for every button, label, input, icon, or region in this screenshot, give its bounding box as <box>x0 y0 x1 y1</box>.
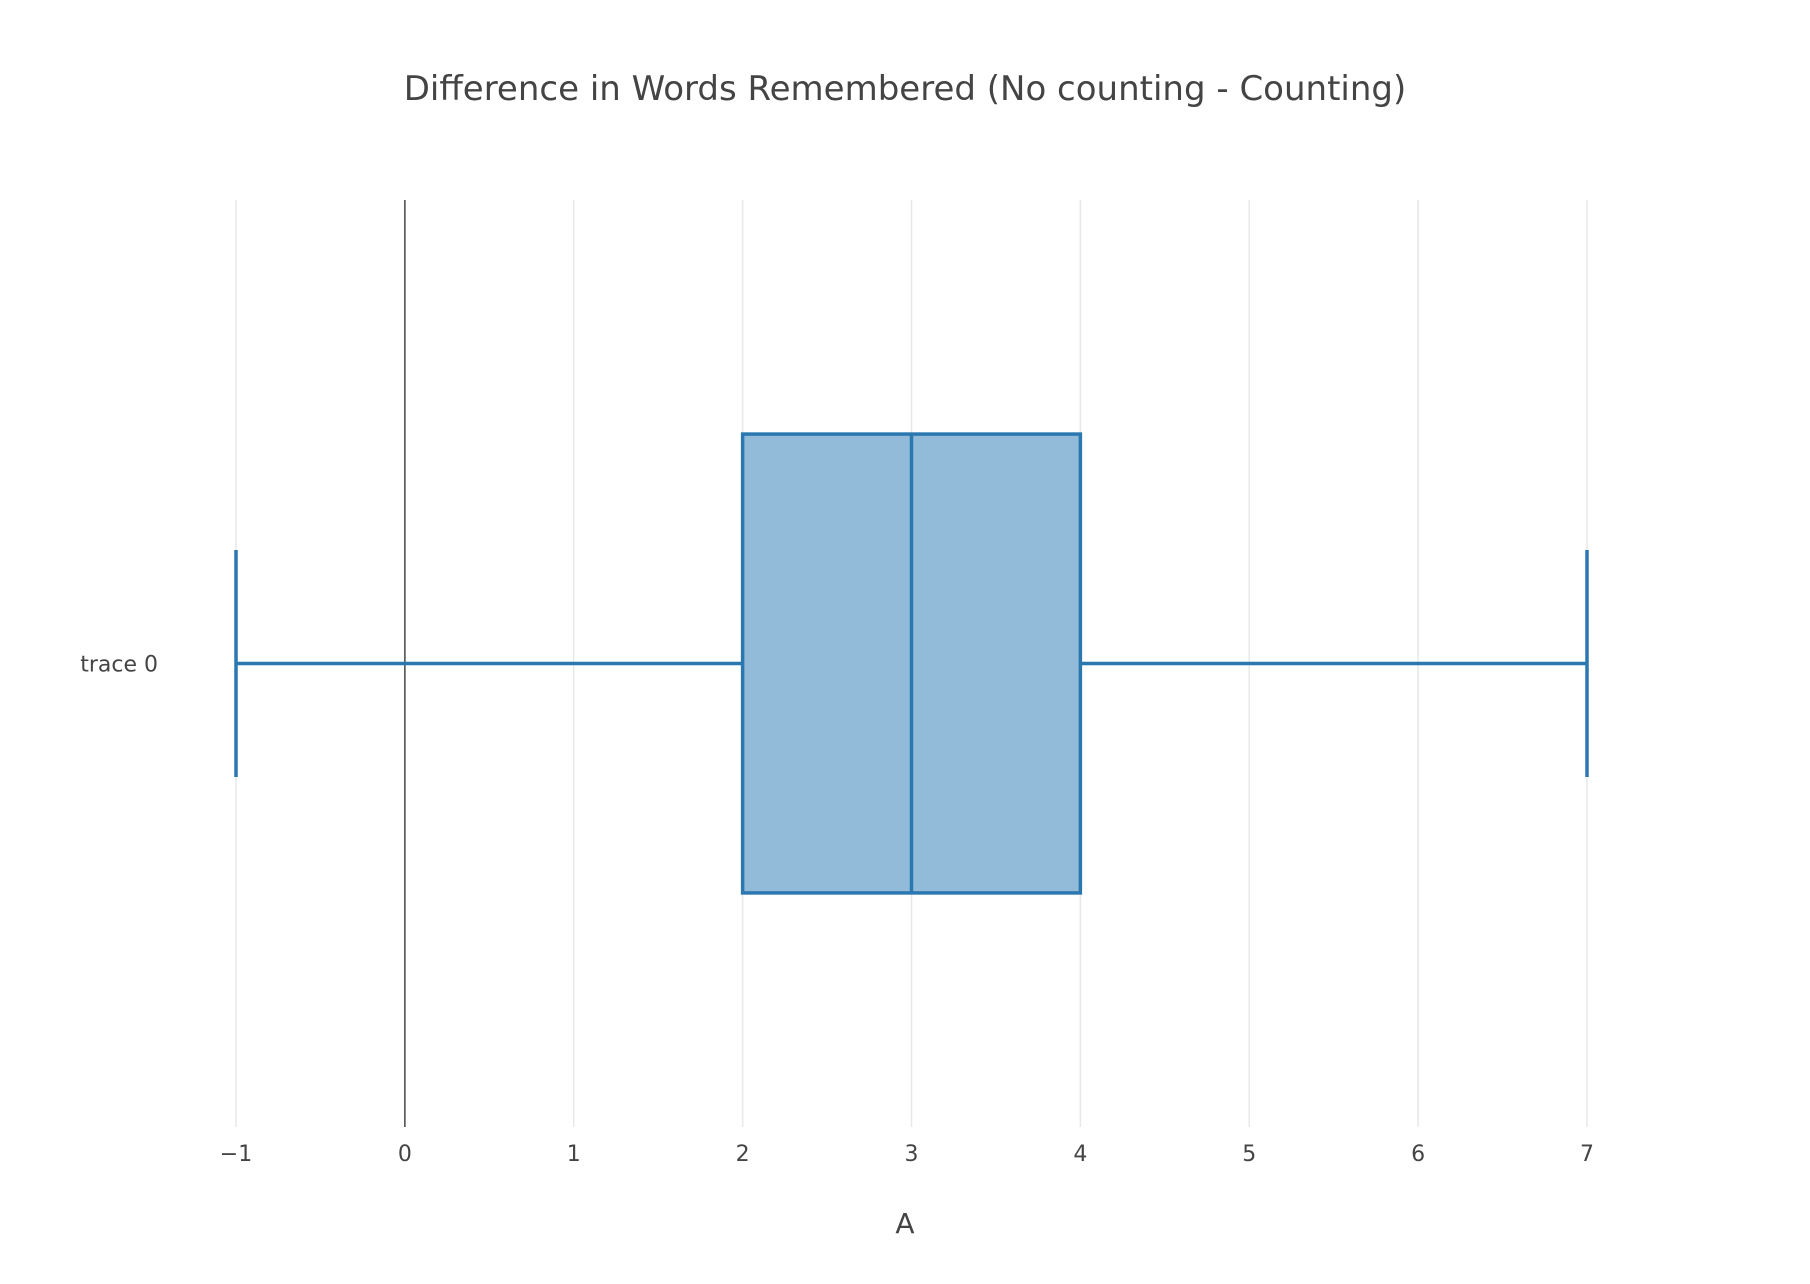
box-trace-layer <box>234 432 1589 895</box>
x-tick-label-1: 0 <box>398 1142 412 1167</box>
x-tick-label-4: 3 <box>905 1142 919 1167</box>
x-tick-label-8: 7 <box>1580 1142 1594 1167</box>
x-tick-label-6: 5 <box>1242 1142 1256 1167</box>
x-tick-label-5: 4 <box>1073 1142 1087 1167</box>
x-tick-label-3: 2 <box>736 1142 750 1167</box>
x-tick-label-0: −1 <box>220 1142 252 1167</box>
x-axis-label: A <box>895 1207 914 1240</box>
y-category-label-0: trace 0 <box>80 653 158 678</box>
y-category-labels: trace 0 <box>80 653 158 678</box>
x-tick-labels: −1 0 1 2 3 4 5 6 7 <box>220 1142 1594 1167</box>
chart-title: Difference in Words Remembered (No count… <box>404 69 1407 109</box>
x-tick-label-2: 1 <box>567 1142 581 1167</box>
x-tick-label-7: 6 <box>1411 1142 1425 1167</box>
